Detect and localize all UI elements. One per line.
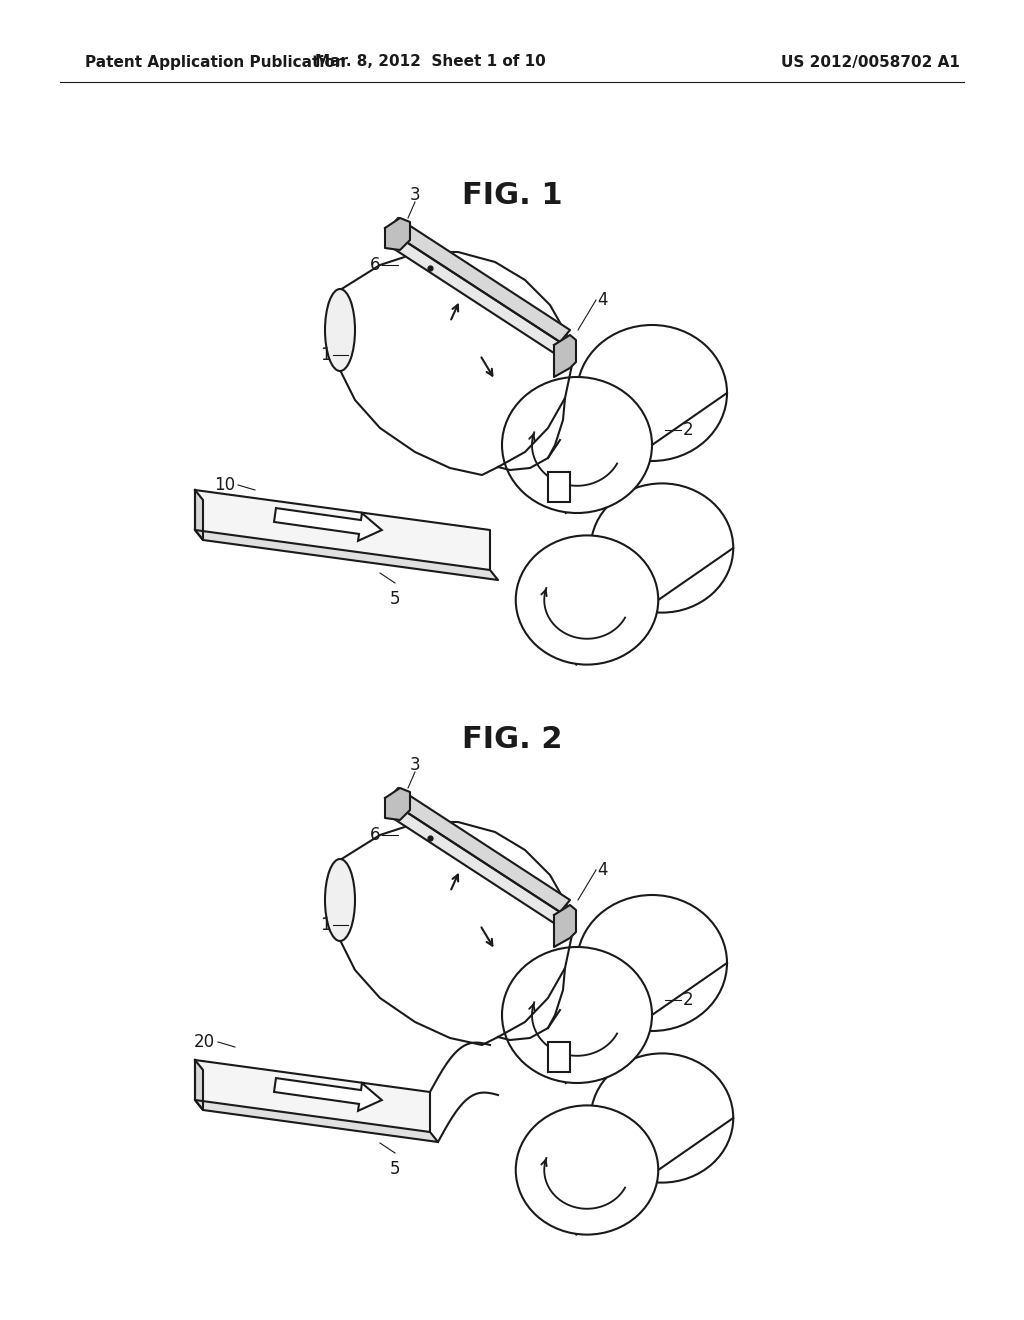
Text: 3: 3 <box>410 756 420 774</box>
Text: 1: 1 <box>319 346 331 364</box>
Polygon shape <box>195 1060 203 1110</box>
Polygon shape <box>385 788 410 820</box>
Polygon shape <box>195 1100 438 1142</box>
Text: 10: 10 <box>214 477 234 494</box>
Polygon shape <box>388 230 560 356</box>
FancyArrow shape <box>274 508 382 541</box>
Bar <box>548 473 570 502</box>
Text: 4: 4 <box>598 861 608 879</box>
Text: 6: 6 <box>370 826 380 843</box>
Polygon shape <box>554 335 575 378</box>
Ellipse shape <box>502 946 652 1082</box>
Polygon shape <box>195 1060 430 1133</box>
Text: 4: 4 <box>598 290 608 309</box>
Polygon shape <box>385 218 410 249</box>
Ellipse shape <box>502 378 652 513</box>
Text: FIG. 2: FIG. 2 <box>462 726 562 755</box>
Text: Mar. 8, 2012  Sheet 1 of 10: Mar. 8, 2012 Sheet 1 of 10 <box>314 54 546 70</box>
Polygon shape <box>195 490 490 570</box>
Text: 1: 1 <box>319 916 331 935</box>
Polygon shape <box>388 218 570 342</box>
Ellipse shape <box>516 1105 658 1234</box>
Ellipse shape <box>325 859 355 941</box>
Polygon shape <box>388 800 560 927</box>
Text: 5: 5 <box>390 590 400 609</box>
Text: 20: 20 <box>194 1034 215 1051</box>
Polygon shape <box>388 788 570 912</box>
Ellipse shape <box>325 289 355 371</box>
Text: 2: 2 <box>683 991 693 1008</box>
Polygon shape <box>195 490 203 540</box>
Polygon shape <box>195 531 498 579</box>
Text: 3: 3 <box>410 186 420 205</box>
Text: 6: 6 <box>370 256 380 275</box>
Text: 2: 2 <box>683 421 693 440</box>
Text: 5: 5 <box>390 1160 400 1177</box>
Ellipse shape <box>516 536 658 664</box>
Text: US 2012/0058702 A1: US 2012/0058702 A1 <box>780 54 959 70</box>
Text: FIG. 1: FIG. 1 <box>462 181 562 210</box>
Text: Patent Application Publication: Patent Application Publication <box>85 54 346 70</box>
Polygon shape <box>554 906 575 946</box>
FancyArrow shape <box>274 1078 382 1111</box>
Bar <box>548 1041 570 1072</box>
